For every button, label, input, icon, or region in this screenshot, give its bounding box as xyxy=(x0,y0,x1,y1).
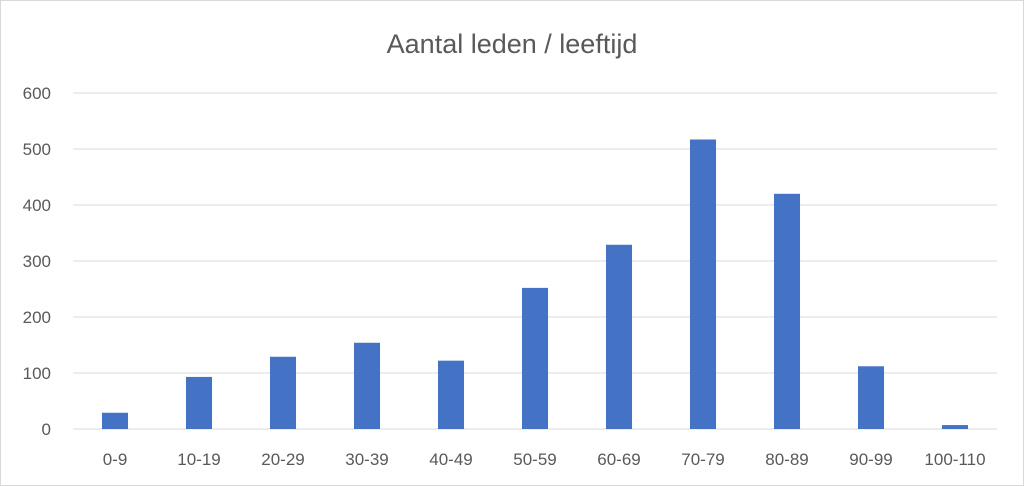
x-tick-label: 0-9 xyxy=(103,450,128,469)
bar-10-19 xyxy=(185,376,213,429)
x-tick-label: 30-39 xyxy=(345,450,388,469)
y-tick-label: 400 xyxy=(23,196,51,215)
x-tick-label: 20-29 xyxy=(261,450,304,469)
y-axis-ticks: 0 100 200 300 400 500 600 xyxy=(23,84,51,439)
bar-90-99 xyxy=(857,366,885,429)
x-tick-label: 40-49 xyxy=(429,450,472,469)
bar-20-29 xyxy=(269,356,297,429)
x-tick-label: 60-69 xyxy=(597,450,640,469)
bars xyxy=(101,139,969,430)
bar-60-69 xyxy=(605,244,633,429)
bar-70-79 xyxy=(689,139,717,430)
y-tick-label: 200 xyxy=(23,308,51,327)
x-tick-label: 90-99 xyxy=(849,450,892,469)
x-tick-label: 50-59 xyxy=(513,450,556,469)
bar-40-49 xyxy=(437,360,465,429)
bar-100-110 xyxy=(941,425,969,429)
y-tick-label: 300 xyxy=(23,252,51,271)
bar-0-9 xyxy=(101,412,129,429)
y-tick-label: 0 xyxy=(42,420,51,439)
x-tick-label: 100-110 xyxy=(924,450,985,469)
y-tick-label: 500 xyxy=(23,140,51,159)
bar-80-89 xyxy=(773,193,801,429)
chart-title: Aantal leden / leeftijd xyxy=(387,29,638,59)
x-tick-label: 10-19 xyxy=(177,450,220,469)
x-axis-ticks: 0-9 10-19 20-29 30-39 40-49 50-59 60-69 70-79 80… xyxy=(103,450,986,469)
bar-30-39 xyxy=(353,342,381,429)
y-tick-label: 600 xyxy=(23,84,51,103)
bar-50-59 xyxy=(521,287,549,429)
x-tick-label: 80-89 xyxy=(765,450,808,469)
y-tick-label: 100 xyxy=(23,364,51,383)
x-tick-label: 70-79 xyxy=(681,450,724,469)
